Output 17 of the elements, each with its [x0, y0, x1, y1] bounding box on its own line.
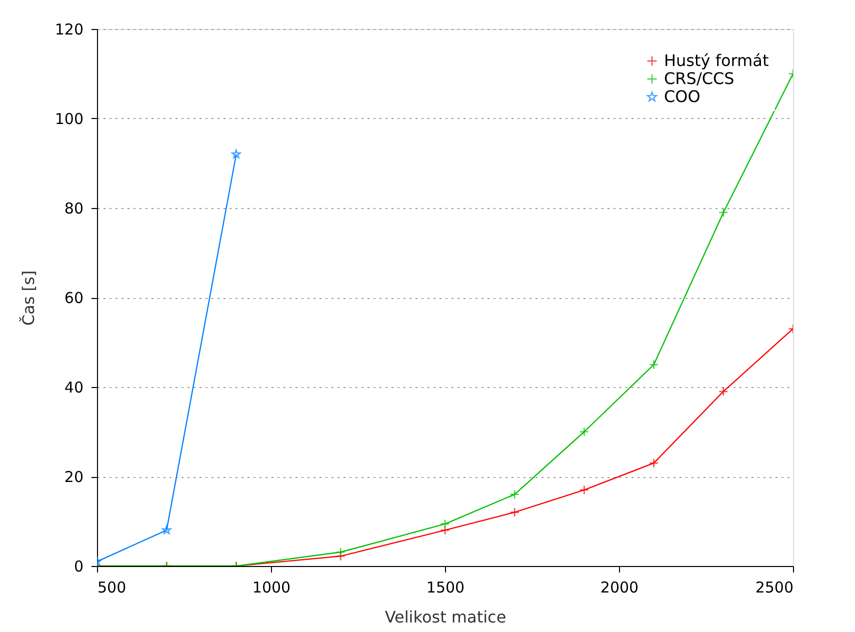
y-tick-label: 40 — [64, 378, 84, 396]
x-tick-label: 500 — [98, 578, 126, 596]
y-axis-title: Čas [s] — [18, 270, 38, 326]
x-tick-label: 1500 — [426, 578, 465, 596]
x-tick-label: 2000 — [600, 578, 639, 596]
y-tick-label: 0 — [74, 558, 84, 576]
x-tick-label: 1000 — [252, 578, 291, 596]
y-tick-label: 60 — [64, 289, 84, 307]
y-tick-label: 80 — [64, 200, 84, 218]
y-tick-label: 120 — [54, 20, 84, 38]
y-tick-label: 20 — [64, 468, 84, 486]
x-tick-label: 2500 — [755, 578, 794, 596]
legend-label: CRS/CCS — [664, 69, 734, 88]
y-tick-label: 100 — [54, 110, 84, 128]
legend-label: Hustý formát — [664, 51, 769, 70]
x-axis-title: Velikost matice — [384, 608, 506, 626]
legend-label: COO — [664, 87, 700, 106]
